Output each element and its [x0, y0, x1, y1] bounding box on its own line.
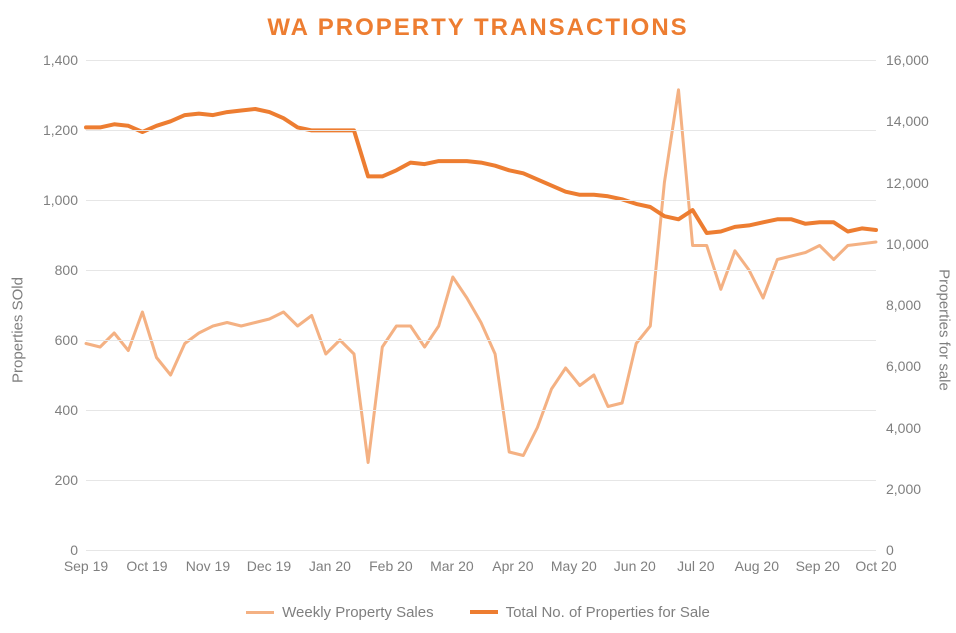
legend-label: Weekly Property Sales — [282, 604, 433, 621]
gridline — [86, 270, 876, 271]
right-axis-tick-label: 10,000 — [886, 236, 929, 252]
gridline — [86, 550, 876, 551]
left-axis-tick-label: 1,400 — [28, 52, 78, 68]
x-axis-tick-label: May 20 — [551, 558, 597, 574]
x-axis-tick-label: Sep 20 — [796, 558, 840, 574]
legend-item: Total No. of Properties for Sale — [470, 604, 710, 621]
right-axis-tick-label: 16,000 — [886, 52, 929, 68]
right-axis-tick-label: 12,000 — [886, 175, 929, 191]
right-axis-tick-label: 2,000 — [886, 481, 921, 497]
x-axis-tick-label: Dec 19 — [247, 558, 291, 574]
x-axis-tick-label: Feb 20 — [369, 558, 413, 574]
left-axis-tick-label: 800 — [28, 262, 78, 278]
right-axis-tick-label: 4,000 — [886, 420, 921, 436]
left-axis-tick-label: 400 — [28, 402, 78, 418]
gridline — [86, 60, 876, 61]
gridline — [86, 130, 876, 131]
x-axis-tick-label: Oct 20 — [855, 558, 896, 574]
gridline — [86, 200, 876, 201]
line-layer — [86, 60, 876, 550]
series-line — [86, 90, 876, 463]
plot-area — [86, 60, 876, 550]
legend-item: Weekly Property Sales — [246, 604, 433, 621]
x-axis-tick-label: Mar 20 — [430, 558, 474, 574]
series-line — [86, 109, 876, 233]
chart-title: WA PROPERTY TRANSACTIONS — [0, 14, 956, 42]
right-axis-tick-label: 14,000 — [886, 113, 929, 129]
legend-swatch — [246, 611, 274, 614]
left-axis-title: Properties SOld — [10, 277, 27, 383]
x-axis-tick-label: Jan 20 — [309, 558, 351, 574]
left-axis-tick-label: 200 — [28, 472, 78, 488]
left-axis-tick-label: 600 — [28, 332, 78, 348]
gridline — [86, 340, 876, 341]
x-axis-tick-label: Oct 19 — [126, 558, 167, 574]
left-axis-tick-label: 0 — [28, 542, 78, 558]
gridline — [86, 480, 876, 481]
legend-label: Total No. of Properties for Sale — [506, 604, 710, 621]
x-axis-tick-label: Apr 20 — [492, 558, 533, 574]
right-axis-tick-label: 6,000 — [886, 358, 921, 374]
right-axis-title: Properties for sale — [936, 269, 953, 391]
x-axis-tick-label: Sep 19 — [64, 558, 108, 574]
x-axis-tick-label: Nov 19 — [186, 558, 230, 574]
legend-swatch — [470, 610, 498, 614]
right-axis-tick-label: 8,000 — [886, 297, 921, 313]
gridline — [86, 410, 876, 411]
legend: Weekly Property Sales Total No. of Proper… — [0, 601, 956, 621]
left-axis-tick-label: 1,200 — [28, 122, 78, 138]
wa-property-transactions-chart: WA PROPERTY TRANSACTIONS Properties SOld… — [0, 0, 956, 633]
right-axis-tick-label: 0 — [886, 542, 894, 558]
x-axis-tick-label: Jul 20 — [677, 558, 714, 574]
left-axis-tick-label: 1,000 — [28, 192, 78, 208]
x-axis-tick-label: Jun 20 — [614, 558, 656, 574]
x-axis-tick-label: Aug 20 — [735, 558, 779, 574]
